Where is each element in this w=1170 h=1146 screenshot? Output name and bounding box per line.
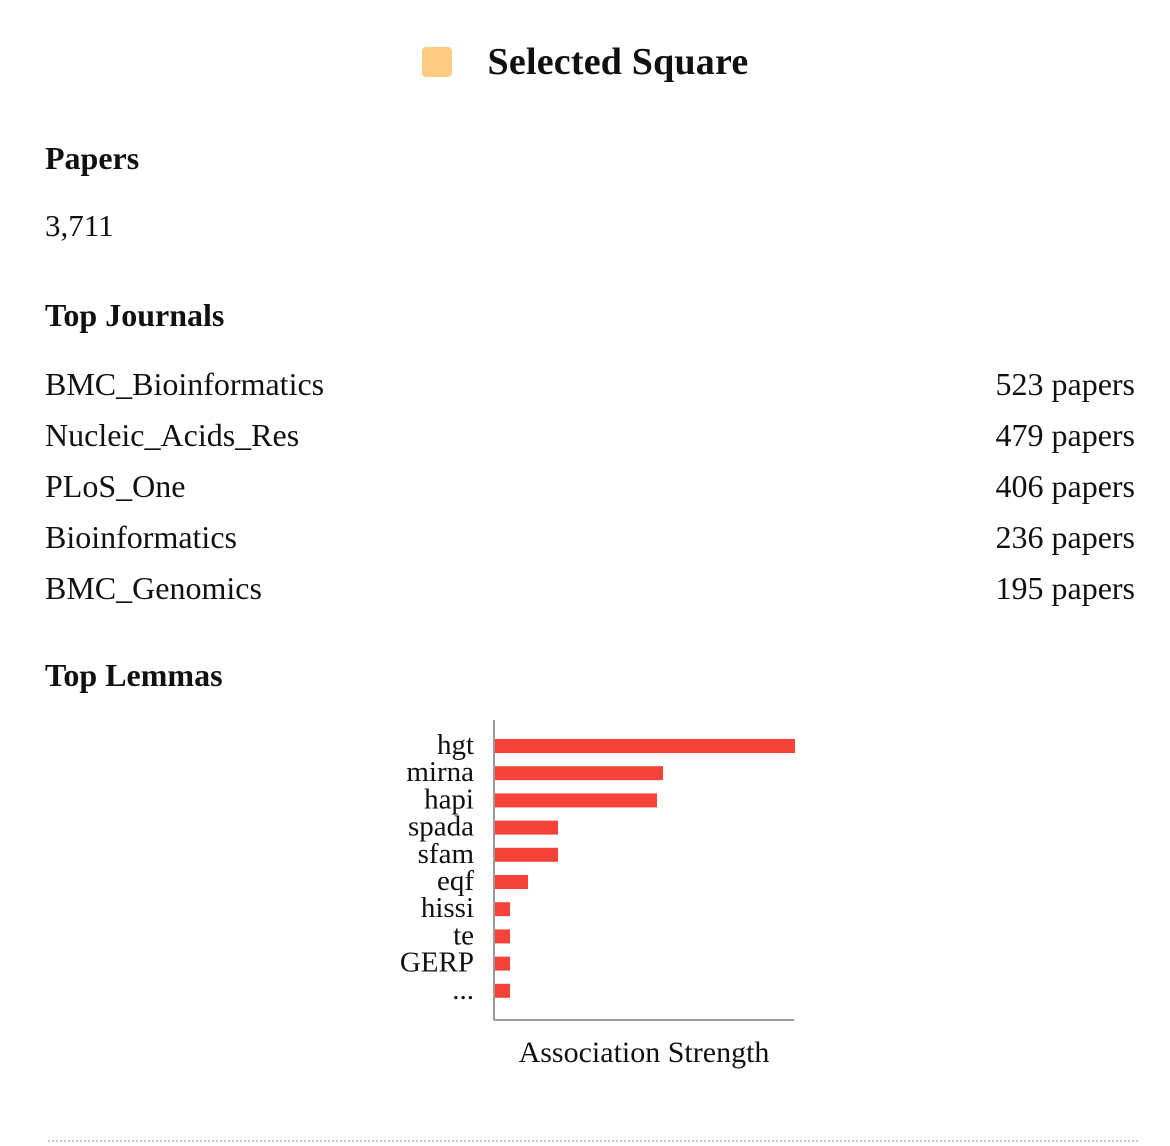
journal-row: BMC_Bioinformatics 523 papers bbox=[45, 362, 1135, 413]
journal-row: PLoS_One 406 papers bbox=[45, 464, 1135, 515]
tick-label-sfam: sfam bbox=[418, 838, 475, 870]
journal-name: Nucleic_Acids_Res bbox=[45, 417, 300, 453]
papers-count: 3,711 bbox=[45, 208, 114, 243]
tick-label-GERP: GERP bbox=[400, 947, 474, 979]
bar-... bbox=[495, 983, 510, 998]
tick-label-spada: spada bbox=[408, 811, 474, 843]
tick-label-mirna: mirna bbox=[406, 756, 474, 788]
bar-hapi bbox=[495, 793, 657, 808]
journal-paper-count: 523 papers bbox=[995, 366, 1135, 402]
panel-title: Selected Square bbox=[487, 41, 749, 83]
tick-label-hapi: hapi bbox=[424, 783, 474, 815]
selected-square-swatch bbox=[421, 47, 452, 77]
journal-paper-count: 236 papers bbox=[995, 519, 1135, 555]
journal-row: BMC_Genomics 195 papers bbox=[45, 566, 1135, 617]
tick-label-eqf: eqf bbox=[437, 865, 474, 897]
bar-eqf bbox=[495, 875, 528, 889]
bar-GERP bbox=[495, 956, 510, 971]
panel-header: Selected Square bbox=[0, 40, 1170, 84]
tick-label-...: ... bbox=[452, 974, 474, 1006]
bar-mirna bbox=[495, 766, 663, 781]
bar-sfam bbox=[495, 847, 558, 862]
footer-divider bbox=[48, 1140, 1138, 1142]
tick-label-hgt: hgt bbox=[437, 729, 474, 761]
bar-spada bbox=[495, 820, 558, 835]
journal-name: BMC_Bioinformatics bbox=[45, 366, 325, 402]
tick-label-te: te bbox=[453, 919, 474, 951]
journal-name: BMC_Genomics bbox=[45, 570, 262, 606]
journal-paper-count: 195 papers bbox=[995, 570, 1135, 606]
bar-te bbox=[495, 929, 510, 944]
bar-hissi bbox=[495, 902, 510, 917]
journal-name: PLoS_One bbox=[45, 468, 186, 504]
journal-row: Bioinformatics 236 papers bbox=[45, 515, 1135, 566]
journal-paper-count: 479 papers bbox=[995, 417, 1135, 453]
journal-list: BMC_Bioinformatics 523 papers Nucleic_Ac… bbox=[45, 362, 1135, 617]
papers-heading: Papers bbox=[45, 140, 140, 176]
tick-label-hissi: hissi bbox=[421, 892, 474, 924]
journal-name: Bioinformatics bbox=[45, 519, 237, 555]
top-journals-heading: Top Journals bbox=[45, 297, 225, 333]
bar-hgt bbox=[495, 739, 795, 753]
top-lemmas-heading: Top Lemmas bbox=[45, 657, 223, 693]
journal-row: Nucleic_Acids_Res 479 papers bbox=[45, 413, 1135, 464]
lemma-chart: hgt mirna hapi spada sfam eqf hissi te GERP... As… bbox=[370, 712, 810, 1082]
journal-paper-count: 406 papers bbox=[995, 468, 1135, 504]
x-axis-label: Association Strength bbox=[519, 1036, 770, 1069]
